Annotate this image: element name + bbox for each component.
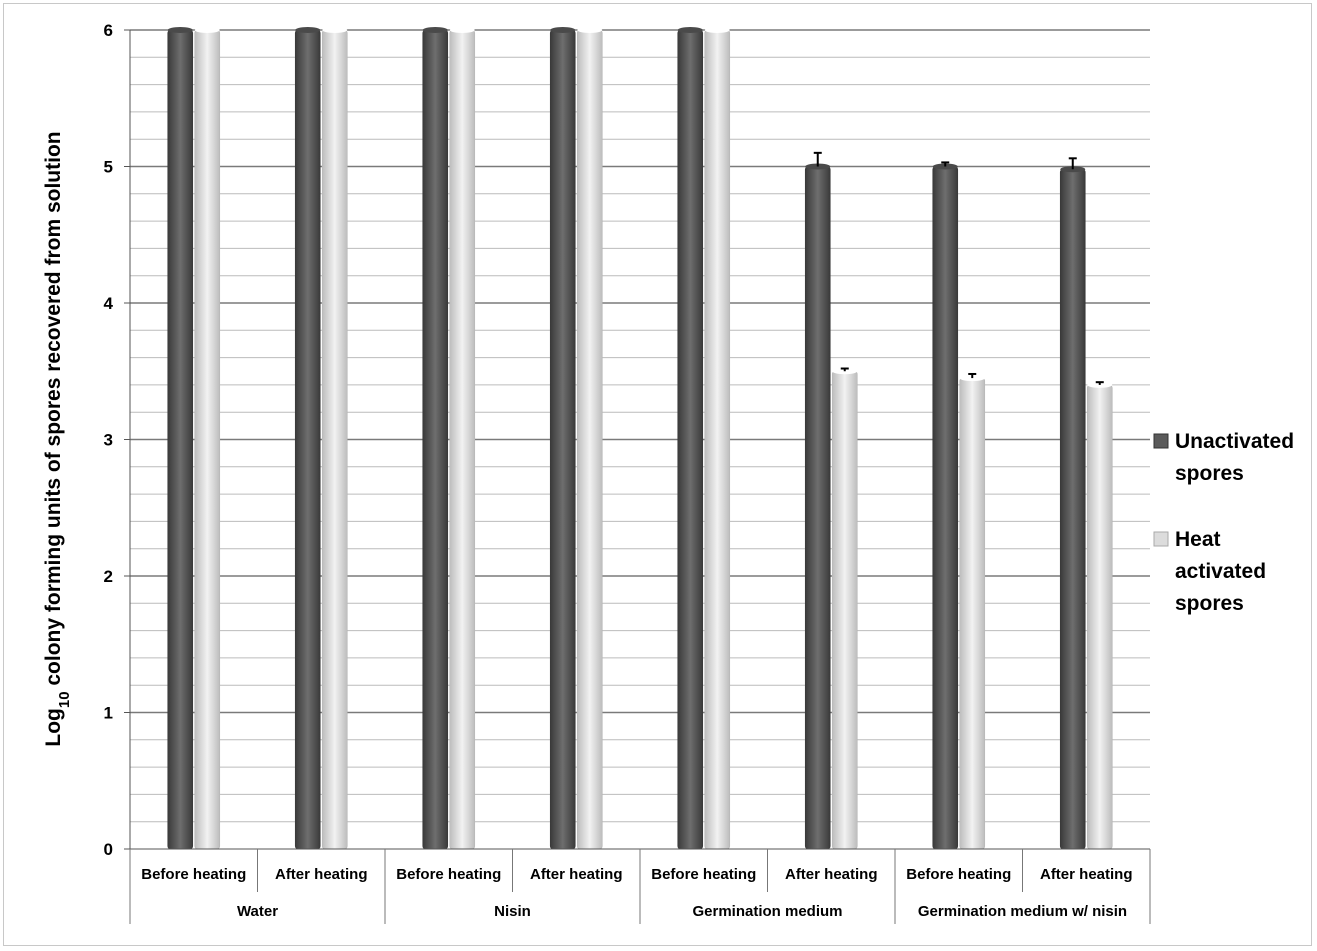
bars: [167, 27, 1113, 850]
chart-frame: [3, 3, 1312, 946]
bar-heat-activated: [959, 377, 986, 850]
legend: Unactivated spores Heat activated spores: [1153, 430, 1294, 615]
legend-swatch: [1153, 433, 1169, 449]
y-tick-label: 1: [104, 704, 113, 723]
bar-unactivated: [294, 29, 321, 850]
bar-heat-activated: [1086, 384, 1113, 850]
legend-label: spores: [1175, 592, 1244, 615]
bar-heat-activated: [831, 370, 858, 850]
x-category-label: Before heating: [906, 866, 1011, 883]
x-category-label: After heating: [1040, 866, 1133, 883]
bar-cap: [167, 27, 193, 33]
legend-label: Unactivated: [1175, 430, 1294, 453]
legend-label: activated: [1175, 560, 1266, 583]
bar-cap: [194, 27, 220, 33]
grid-lines: [130, 29, 1150, 823]
x-category-label: After heating: [530, 866, 623, 883]
bar-unactivated: [677, 29, 704, 850]
legend-label: spores: [1175, 462, 1244, 485]
y-tick-label: 2: [104, 567, 113, 586]
legend-label: Heat: [1175, 528, 1221, 551]
x-category-label: After heating: [785, 866, 878, 883]
axes: 0 1 2 3 4 5 6 Before heating After heating Before…: [104, 21, 1151, 924]
x-category-label: Before heating: [141, 866, 246, 883]
bar-unactivated: [804, 166, 831, 850]
bar-heat-activated: [576, 29, 603, 850]
x-category-label: After heating: [275, 866, 368, 883]
x-category-label: Before heating: [396, 866, 501, 883]
bar-cap: [295, 27, 321, 33]
bar-cap: [677, 27, 703, 33]
bar-unactivated: [422, 29, 449, 850]
bar-cap: [550, 27, 576, 33]
bar-unactivated: [167, 29, 194, 850]
bar-heat-activated: [449, 29, 476, 850]
y-axis-label-subscript: 10: [56, 691, 73, 708]
y-axis-label: Log10 colony forming units of spores rec…: [42, 131, 73, 746]
bar-heat-activated: [704, 29, 731, 850]
x-group-label: Nisin: [494, 903, 531, 920]
y-axis-label-main: Log: [42, 708, 65, 746]
y-tick-label: 6: [104, 21, 113, 40]
y-axis-label-rest: colony forming units of spores recovered…: [42, 131, 65, 691]
bar-cap: [577, 27, 603, 33]
bar-cap: [322, 27, 348, 33]
y-tick-label: 3: [104, 431, 113, 450]
y-tick-label: 5: [104, 158, 113, 177]
bar-cap: [422, 27, 448, 33]
bar-unactivated: [549, 29, 576, 850]
x-group-label: Germination medium: [692, 903, 842, 920]
y-tick-label: 4: [104, 294, 114, 313]
x-group-label: Water: [237, 903, 278, 920]
y-tick-label: 0: [104, 840, 113, 859]
bar-heat-activated: [321, 29, 348, 850]
bar-cap: [449, 27, 475, 33]
bar-cap: [704, 27, 730, 33]
bar-unactivated: [932, 166, 959, 850]
bar-heat-activated: [194, 29, 221, 850]
x-category-label: Before heating: [651, 866, 756, 883]
legend-swatch: [1153, 531, 1169, 547]
x-group-label: Germination medium w/ nisin: [918, 903, 1127, 920]
bar-unactivated: [1059, 168, 1086, 850]
